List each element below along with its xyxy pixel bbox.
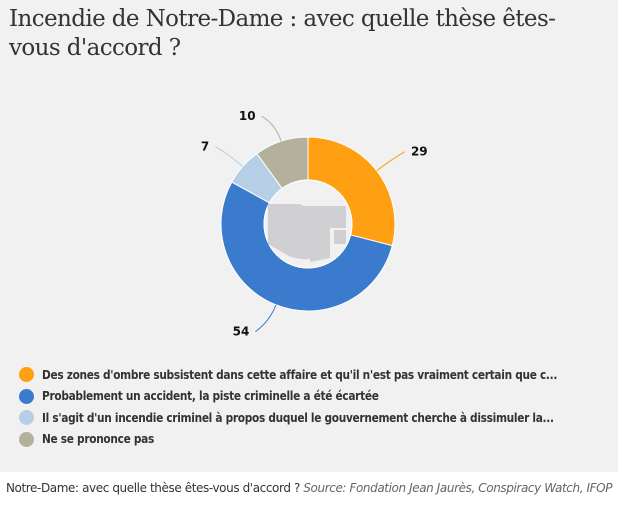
chart-title: Incendie de Notre-Dame : avec quelle thè… [9,5,569,63]
legend-dot-icon [19,431,34,447]
data-label: 7 [201,140,209,154]
legend-label: Ne se prononce pas [42,432,154,447]
donut-chart: 29 54 7 10 [201,109,428,339]
caption-source: Source: Fondation Jean Jaurès, Conspirac… [303,481,613,495]
legend-item[interactable]: Ne se prononce pas [19,429,614,451]
watermark-logo [263,179,353,269]
chart-title-line-2: vous d'accord ? [9,35,181,61]
caption: Notre-Dame: avec quelle thèse êtes-vous … [0,479,618,498]
leader-line [261,115,282,142]
legend-label: Des zones d'ombre subsistent dans cette … [42,367,558,382]
data-label: 54 [233,325,250,339]
data-label: 29 [411,145,428,159]
legend-item[interactable]: Il s'agit d'un incendie criminel à propo… [19,407,614,429]
legend-item[interactable]: Probablement un accident, la piste crimi… [19,386,614,408]
legend-dot-icon [19,388,34,404]
legend-dot-icon [19,410,34,426]
legend-label: Probablement un accident, la piste crimi… [42,389,379,404]
leader-line [255,304,277,333]
data-label: 10 [239,109,256,123]
chart-panel: Incendie de Notre-Dame : avec quelle thè… [0,0,618,472]
legend-item[interactable]: Des zones d'ombre subsistent dans cette … [19,364,614,386]
caption-text: Notre-Dame: avec quelle thèse êtes-vous … [5,481,304,495]
legend-dot-icon [19,367,34,383]
legend-label: Il s'agit d'un incendie criminel à propo… [42,410,554,425]
leader-line [376,151,406,172]
legend: Des zones d'ombre subsistent dans cette … [19,364,614,450]
chart-title-line-1: Incendie de Notre-Dame : avec quelle thè… [9,6,556,32]
leader-line [214,146,244,167]
